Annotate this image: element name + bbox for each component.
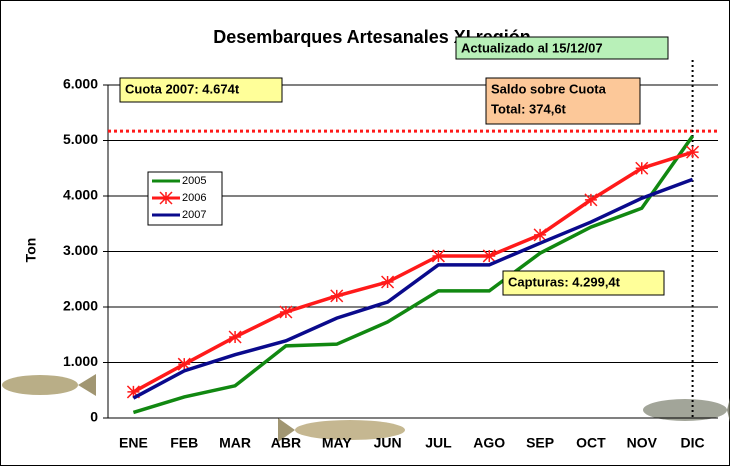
y-tick-label: 4.000 — [63, 187, 98, 203]
fish-decoration — [2, 374, 730, 442]
star-marker — [635, 161, 649, 175]
balance-note-text: Total: 374,6t — [491, 101, 567, 116]
y-tick-label: 1.000 — [63, 353, 98, 369]
star-marker — [533, 228, 547, 242]
chart-title: Desembarques Artesanales XI región — [213, 27, 530, 47]
y-axis-label: Ton — [23, 238, 39, 263]
star-marker — [381, 275, 395, 289]
updated-note: Actualizado al 15/12/07 — [455, 36, 669, 60]
star-marker — [686, 145, 700, 159]
y-tick-label: 2.000 — [63, 298, 98, 314]
series-line — [132, 135, 695, 415]
series-line — [132, 150, 694, 394]
star-marker — [177, 357, 191, 371]
catch-note: Capturas: 4.299,4t — [502, 270, 665, 296]
series-line — [132, 177, 694, 400]
x-tick-label: JUL — [425, 435, 452, 451]
x-tick-label: DIC — [681, 435, 705, 451]
quota-note-text: Cuota 2007: 4.674t — [125, 81, 240, 96]
y-tick-label: 6.000 — [63, 76, 98, 92]
star-marker — [584, 193, 598, 207]
star-marker — [330, 289, 344, 303]
series — [132, 177, 694, 400]
legend-label: 2007 — [182, 209, 206, 221]
legend-label: 2006 — [182, 192, 206, 204]
x-tick-label: FEB — [170, 435, 198, 451]
y-tick-label: 3.000 — [63, 242, 98, 258]
x-tick-label: ENE — [119, 435, 148, 451]
series — [132, 135, 695, 415]
x-tick-label: OCT — [576, 435, 606, 451]
x-tick-label: SEP — [526, 435, 554, 451]
balance-note-text: Saldo sobre Cuota — [491, 81, 607, 96]
updated-note-text: Actualizado al 15/12/07 — [461, 40, 603, 55]
x-tick-label: NOV — [627, 435, 658, 451]
x-tick-label: MAR — [219, 435, 251, 451]
star-marker — [126, 385, 140, 399]
series — [126, 145, 700, 399]
star-marker — [228, 330, 242, 344]
x-tick-label: MAY — [322, 435, 352, 451]
quota-note-box — [119, 77, 283, 103]
star-marker — [159, 191, 173, 205]
star-marker — [279, 305, 293, 319]
star-marker — [482, 249, 496, 263]
legend: 2005 2006 2007 — [147, 171, 223, 226]
y-tick-label: 0 — [90, 409, 98, 425]
x-tick-label: JUN — [374, 435, 402, 451]
catch-note-text: Capturas: 4.299,4t — [508, 274, 621, 289]
x-tick-label: ABR — [271, 435, 301, 451]
x-tick-label: AGO — [473, 435, 505, 451]
star-marker — [431, 249, 445, 263]
quota-note: Cuota 2007: 4.674t — [119, 77, 283, 103]
balance-note-box — [485, 77, 641, 125]
y-tick-label: 5.000 — [63, 131, 98, 147]
balance-note: Saldo sobre Cuota Total: 374,6t — [485, 77, 641, 125]
legend-label: 2005 — [182, 175, 206, 187]
catch-note-box — [502, 270, 665, 296]
updated-note-box — [455, 36, 669, 60]
